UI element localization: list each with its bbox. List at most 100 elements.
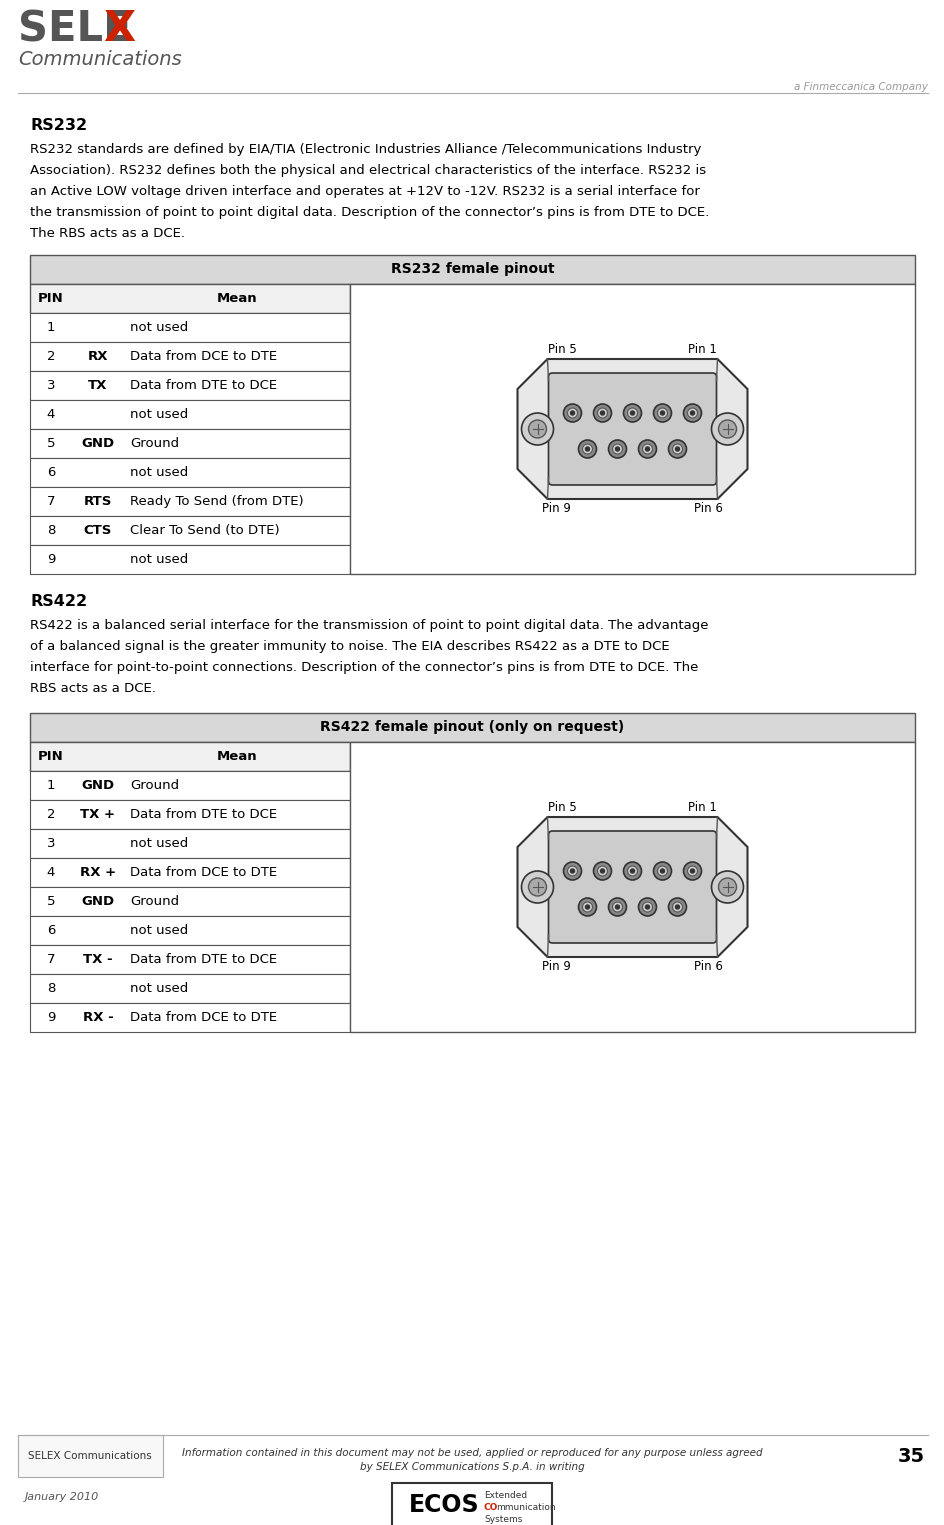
Text: Pin 1: Pin 1: [687, 343, 716, 355]
Text: TX: TX: [88, 380, 108, 392]
Bar: [30, 974, 349, 1003]
Text: RTS: RTS: [84, 496, 112, 508]
Circle shape: [608, 441, 626, 458]
Circle shape: [627, 866, 637, 875]
Text: RX +: RX +: [80, 866, 116, 878]
Text: Data from DTE to DCE: Data from DTE to DCE: [130, 808, 277, 820]
Circle shape: [608, 898, 626, 917]
Text: RS232 female pinout: RS232 female pinout: [390, 262, 554, 276]
Circle shape: [642, 444, 651, 454]
Bar: [30, 515, 349, 544]
Text: PIN: PIN: [38, 291, 64, 305]
Bar: [30, 1003, 349, 1032]
Circle shape: [675, 904, 679, 909]
Bar: [30, 917, 349, 946]
Circle shape: [645, 447, 649, 451]
Text: not used: not used: [130, 467, 188, 479]
Text: PIN: PIN: [38, 750, 64, 762]
Text: Data from DCE to DTE: Data from DCE to DTE: [130, 866, 277, 878]
Text: 3: 3: [46, 837, 55, 849]
Circle shape: [521, 413, 553, 445]
Text: not used: not used: [130, 409, 188, 421]
Text: CO: CO: [483, 1502, 497, 1511]
Text: Data from DCE to DTE: Data from DCE to DTE: [130, 1011, 277, 1023]
Text: 9: 9: [47, 1011, 55, 1023]
Text: 3: 3: [46, 380, 55, 392]
Text: 8: 8: [47, 982, 55, 994]
Circle shape: [717, 878, 735, 897]
Text: TX -: TX -: [83, 953, 112, 965]
Circle shape: [597, 866, 607, 875]
Text: 1: 1: [46, 320, 55, 334]
Circle shape: [690, 412, 694, 415]
Circle shape: [597, 409, 607, 418]
Text: January 2010: January 2010: [25, 1491, 99, 1502]
Text: not used: not used: [130, 320, 188, 334]
Text: of a balanced signal is the greater immunity to noise. The EIA describes RS422 a: of a balanced signal is the greater immu…: [30, 640, 669, 653]
Bar: [30, 859, 349, 888]
Text: not used: not used: [130, 554, 188, 566]
Text: RS422 female pinout (only on request): RS422 female pinout (only on request): [320, 720, 624, 735]
Text: 5: 5: [46, 438, 55, 450]
Circle shape: [567, 409, 577, 418]
Text: 7: 7: [46, 953, 55, 965]
Text: RX -: RX -: [82, 1011, 113, 1023]
Circle shape: [623, 862, 641, 880]
Text: Mean: Mean: [216, 750, 257, 762]
Circle shape: [623, 404, 641, 422]
Bar: [30, 255, 914, 284]
Text: not used: not used: [130, 982, 188, 994]
Text: 4: 4: [47, 409, 55, 421]
Text: Ready To Send (from DTE): Ready To Send (from DTE): [130, 496, 303, 508]
Text: 4: 4: [47, 866, 55, 878]
Text: Pin 1: Pin 1: [687, 801, 716, 814]
Circle shape: [672, 444, 682, 454]
Circle shape: [645, 904, 649, 909]
Circle shape: [593, 404, 611, 422]
Circle shape: [599, 869, 604, 872]
Circle shape: [570, 412, 574, 415]
Circle shape: [690, 869, 694, 872]
Text: by SELEX Communications S.p.A. in writing: by SELEX Communications S.p.A. in writin…: [360, 1462, 583, 1472]
Bar: [30, 400, 349, 429]
Text: Communications: Communications: [18, 50, 181, 69]
Text: Data from DTE to DCE: Data from DTE to DCE: [130, 953, 277, 965]
FancyBboxPatch shape: [548, 831, 716, 942]
Text: 5: 5: [46, 895, 55, 907]
Text: GND: GND: [81, 779, 114, 791]
Bar: [30, 801, 349, 830]
Bar: [30, 371, 349, 400]
Circle shape: [627, 409, 637, 418]
Bar: [30, 544, 349, 573]
Text: Mean: Mean: [216, 291, 257, 305]
Bar: [349, 284, 914, 573]
Circle shape: [521, 871, 553, 903]
Text: SELEX Communications: SELEX Communications: [28, 1450, 152, 1461]
Circle shape: [615, 447, 619, 451]
Circle shape: [599, 412, 604, 415]
Text: Association). RS232 defines both the physical and electrical characteristics of : Association). RS232 defines both the phy…: [30, 165, 705, 177]
Text: Pin 9: Pin 9: [542, 961, 571, 973]
Circle shape: [687, 866, 697, 875]
Circle shape: [582, 444, 592, 454]
Circle shape: [528, 878, 546, 897]
Text: Systems: Systems: [483, 1514, 522, 1523]
Polygon shape: [517, 358, 747, 499]
Text: ECOS: ECOS: [408, 1493, 479, 1517]
Circle shape: [563, 862, 581, 880]
Bar: [392, 1482, 551, 1525]
Text: not used: not used: [130, 837, 188, 849]
Circle shape: [667, 898, 685, 917]
Text: not used: not used: [130, 924, 188, 936]
Circle shape: [672, 901, 682, 912]
Text: RX: RX: [88, 351, 109, 363]
Circle shape: [585, 447, 589, 451]
Text: Ground: Ground: [130, 438, 179, 450]
Circle shape: [657, 409, 666, 418]
Circle shape: [630, 412, 633, 415]
Bar: [30, 458, 349, 486]
Text: 35: 35: [897, 1447, 924, 1467]
Circle shape: [612, 444, 622, 454]
Circle shape: [642, 901, 651, 912]
Circle shape: [683, 862, 700, 880]
